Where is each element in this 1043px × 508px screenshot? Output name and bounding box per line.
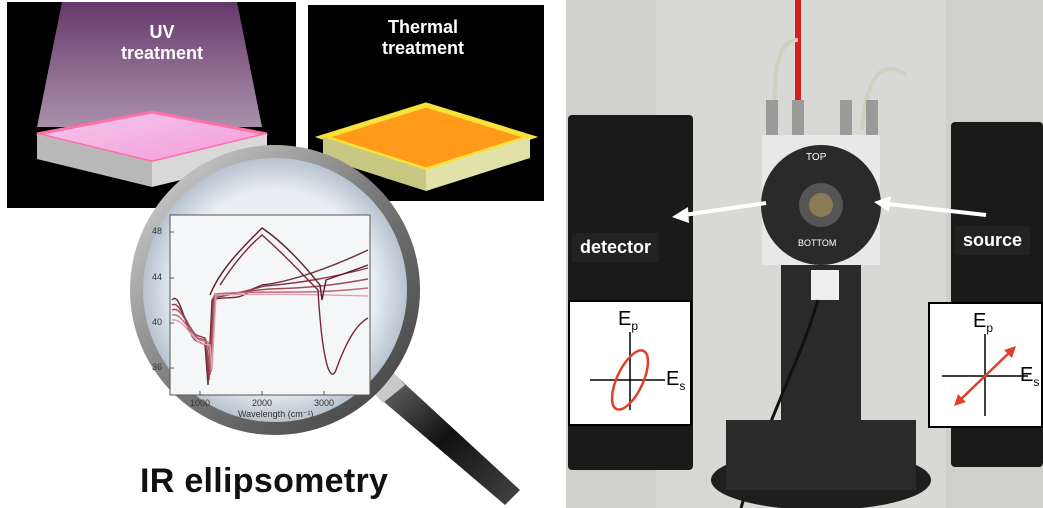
inset-ytick-48: 48	[152, 226, 163, 236]
linear-polarization-diagram	[942, 334, 1028, 416]
inset-plot-ticks	[170, 231, 325, 395]
linear-polarization-box: Ep Es	[928, 302, 1043, 428]
polarization-ellipse	[610, 349, 650, 411]
thermal-label-line1: Thermal	[387, 17, 459, 37]
inset-xtick-2000: 2000	[252, 398, 273, 408]
source-label: source	[955, 226, 1031, 255]
magnifier-handle	[370, 372, 520, 505]
uv-sample-side-left	[37, 134, 152, 187]
uv-treatment-illustration	[36, 2, 268, 187]
magnifier-graphic	[130, 145, 520, 505]
right-ep-label: Ep	[973, 310, 994, 335]
inset-xlabel: Wavelength (cm⁻¹)	[238, 409, 314, 419]
right-es-label: Es	[1020, 364, 1040, 389]
left-ep-label: Ep	[618, 308, 639, 333]
left-es-label: Es	[666, 368, 686, 393]
uv-label-line1: UV	[149, 22, 175, 42]
photo-arrows	[672, 196, 987, 223]
thermal-label-line2: treatment	[381, 38, 465, 58]
ir-ellipsometry-caption: IR ellipsometry	[140, 462, 389, 500]
bottom-label: BOTTOM	[798, 238, 837, 248]
inset-xtick-3000: 3000	[314, 398, 335, 408]
inset-plot-curves	[171, 227, 369, 386]
tube-right	[860, 66, 908, 131]
inset-ytick-44: 44	[152, 272, 163, 282]
inset-plot-frame	[169, 214, 371, 396]
top-label: TOP	[806, 152, 827, 163]
uv-label-line2: treatment	[120, 43, 204, 63]
uv-treatment-panel: UV treatment	[7, 2, 296, 208]
elliptical-polarization-diagram	[590, 332, 665, 411]
thermal-sample-side-right	[426, 137, 530, 191]
thermal-sample-side-left	[323, 137, 426, 191]
uv-label: UV treatment	[102, 22, 222, 64]
polarization-line	[957, 349, 1013, 403]
thermal-treatment-illustration	[314, 102, 539, 191]
uv-sample-side-right	[152, 134, 267, 187]
inset-xtick-1000: 1000	[190, 398, 211, 408]
detector-label: detector	[572, 233, 660, 262]
inset-ytick-40: 40	[152, 317, 163, 327]
elliptical-polarization-box: Ep Es	[568, 300, 692, 426]
uv-light-beam	[37, 2, 262, 127]
inset-ytick-36: 36	[152, 362, 163, 372]
thermal-label: Thermal treatment	[348, 17, 498, 59]
